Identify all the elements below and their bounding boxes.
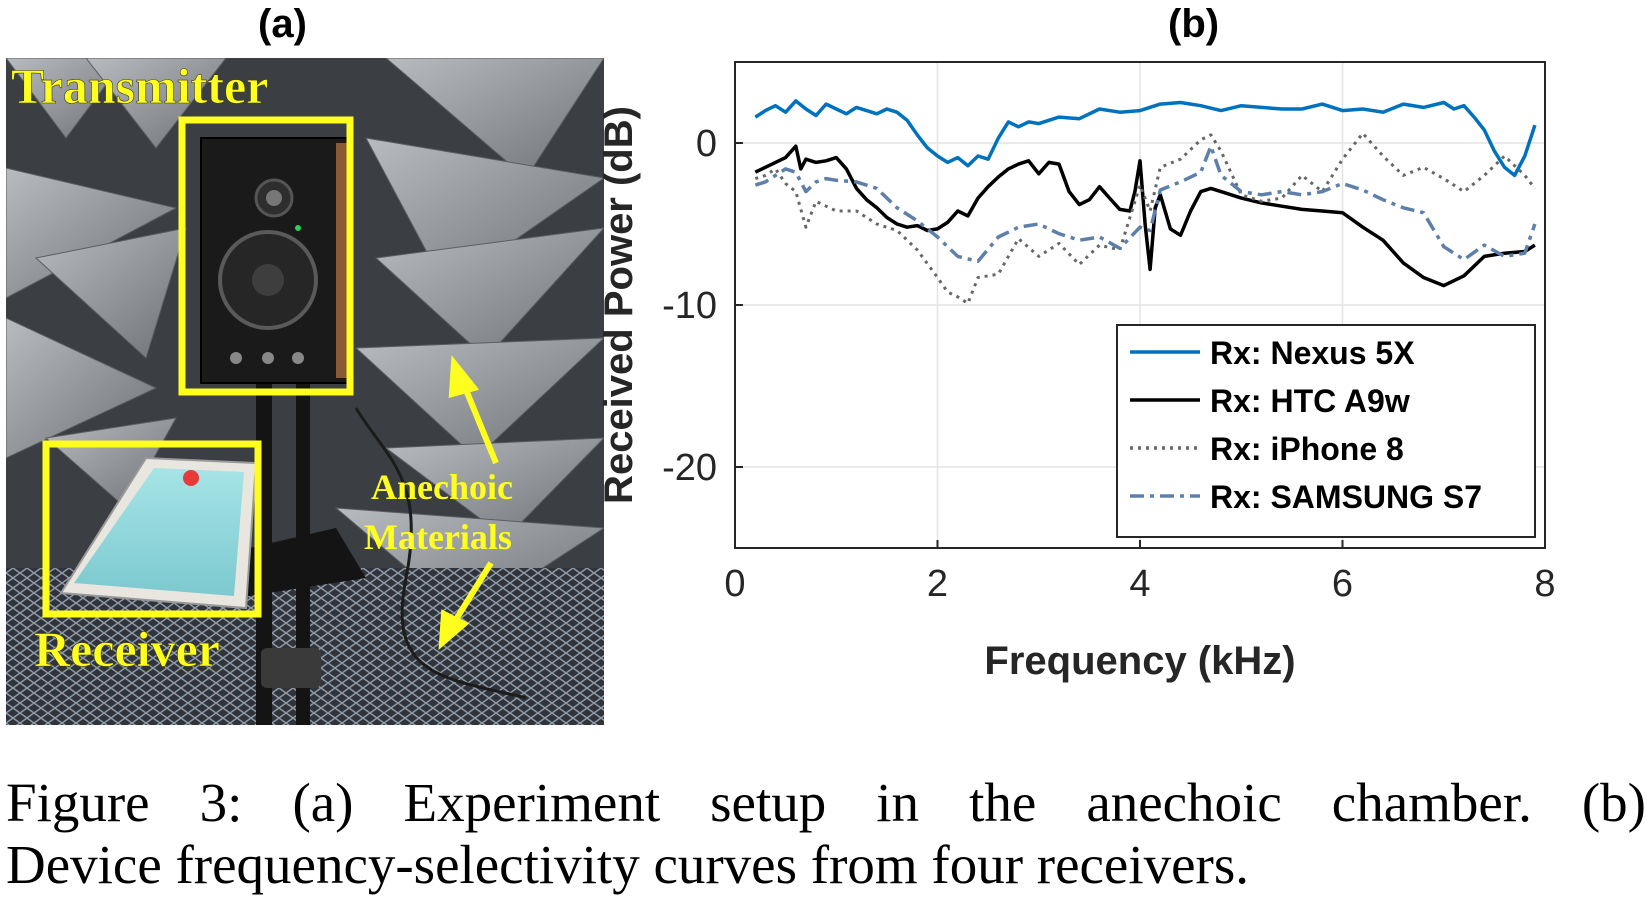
- y-tick-label: 0: [696, 123, 717, 165]
- transmitter-label: Transmitter: [11, 58, 268, 114]
- x-tick-label: 6: [1332, 563, 1353, 605]
- caption-line-2: Device frequency-selectivity curves from…: [6, 834, 1250, 895]
- y-axis-label: Received Power (dB): [600, 106, 641, 504]
- arrow-icon-down: [438, 561, 494, 650]
- legend-label: Rx: HTC A9w: [1210, 383, 1410, 419]
- series-line-3: [754, 131, 1537, 305]
- figure-caption: Figure 3: (a) Experiment setup in the an…: [6, 772, 1646, 896]
- frequency-selectivity-chart: 0 2 4 6 8 0 -10 -20 Frequency (kHz) Received Po…: [597, 40, 1651, 740]
- legend-label: Rx: SAMSUNG S7: [1210, 479, 1482, 515]
- caption-line-1: Figure 3: (a) Experiment setup in the an…: [6, 772, 1646, 833]
- legend-label: Rx: Nexus 5X: [1210, 335, 1415, 371]
- panel-a-label: (a): [258, 2, 307, 46]
- receiver-label: Receiver: [34, 621, 220, 677]
- transmitter-highlight-box: [178, 116, 354, 396]
- experiment-setup-photo: Transmitter Receiver Anechoic Materials: [6, 58, 604, 725]
- legend-box: [1116, 324, 1536, 538]
- series-line-4: [754, 144, 1537, 264]
- y-tick-label: -20: [662, 447, 717, 489]
- series-lines: [754, 99, 1537, 305]
- anechoic-label-line1: Anechoic: [371, 467, 513, 507]
- receiver-highlight-box: [42, 440, 262, 618]
- series-line-2: [754, 144, 1536, 288]
- x-tick-label: 0: [724, 563, 745, 605]
- x-axis-label: Frequency (kHz): [984, 639, 1295, 683]
- x-tick-label: 4: [1129, 563, 1150, 605]
- anechoic-label-line2: Materials: [364, 517, 512, 557]
- legend-label: Rx: iPhone 8: [1210, 431, 1404, 467]
- axis-ticks: 0 2 4 6 8 0 -10 -20: [662, 123, 1555, 605]
- x-tick-label: 2: [927, 563, 948, 605]
- arrow-icon-up: [448, 355, 499, 465]
- cable: [354, 407, 527, 700]
- x-tick-label: 8: [1534, 563, 1555, 605]
- speaker-transmitter: [200, 137, 352, 384]
- legend: Rx: Nexus 5X Rx: HTC A9w Rx: iPhone 8 Rx: S…: [1116, 324, 1536, 538]
- series-line-1: [754, 99, 1537, 178]
- panel-b-label: (b): [1168, 2, 1220, 46]
- y-tick-label: -10: [662, 285, 717, 327]
